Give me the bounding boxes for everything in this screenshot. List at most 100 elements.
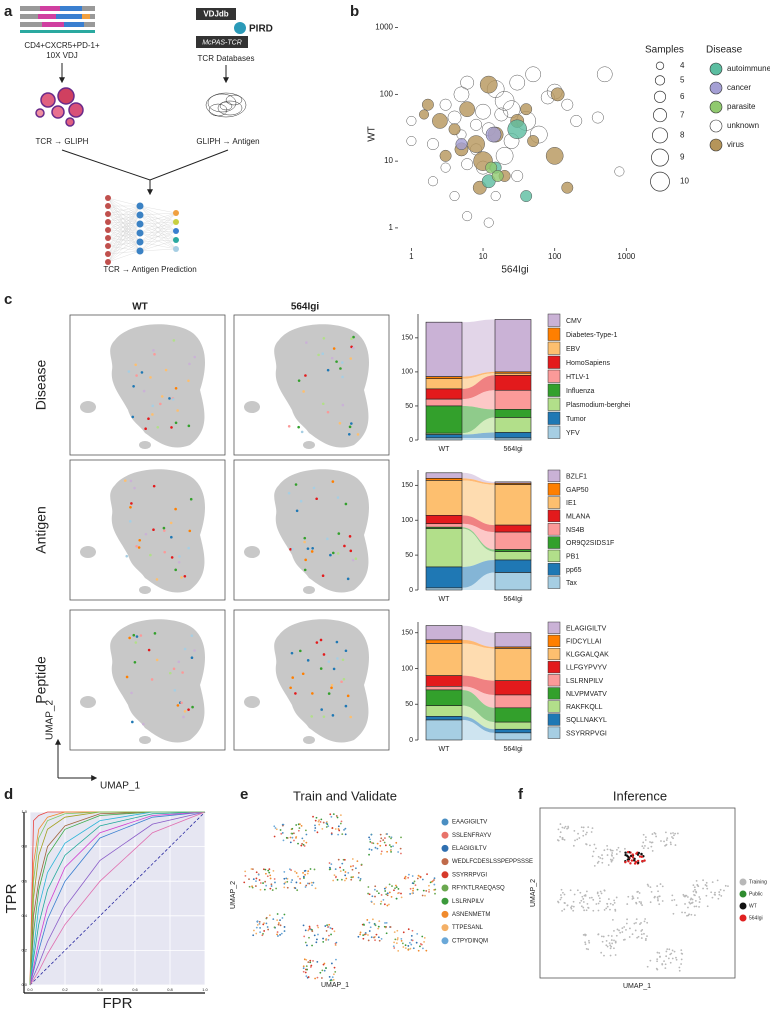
umap-dot	[168, 397, 171, 400]
umap-dot	[591, 855, 594, 858]
umap-dot	[268, 914, 271, 917]
umap-dot	[377, 927, 380, 930]
umap-dot	[302, 967, 305, 969]
umap-dot	[400, 852, 402, 855]
umap-dot	[705, 885, 708, 887]
umap-dot	[349, 865, 352, 868]
step-label: TCR → Antigen Prediction	[103, 265, 196, 274]
x-tick-label: WT	[439, 446, 451, 453]
umap-dot	[600, 935, 603, 938]
umap-dot	[142, 389, 146, 393]
umap-dot	[187, 424, 191, 428]
umap-dot	[330, 683, 334, 687]
umap-dot	[412, 889, 414, 892]
umap-dot	[310, 881, 313, 884]
network-diagram	[105, 195, 179, 265]
umap-dot	[675, 958, 678, 961]
y-tick-label: 0	[409, 737, 413, 744]
umap-dot	[303, 568, 307, 572]
umap-dot	[356, 433, 360, 436]
umap-dot	[132, 633, 136, 637]
umap-dot	[182, 715, 185, 719]
umap-dot	[711, 896, 714, 899]
bar-segment	[425, 689, 463, 706]
umap-dot	[673, 834, 675, 837]
umap-dot	[335, 815, 338, 817]
y-tick-label: 0	[409, 437, 413, 444]
umap-dot	[347, 871, 350, 874]
umap-dot	[572, 900, 575, 903]
legend-swatch	[547, 621, 561, 634]
bubble	[406, 136, 417, 147]
umap-dot	[318, 823, 321, 826]
umap-dot	[273, 835, 276, 838]
umap-dot	[256, 920, 259, 923]
umap-dot	[428, 884, 430, 887]
umap-dot	[580, 826, 583, 829]
umap-dot	[133, 486, 136, 490]
bubble	[525, 66, 541, 83]
node	[105, 203, 111, 209]
legend-label: virus	[727, 140, 744, 149]
db-caption: TCR Databases	[198, 54, 255, 63]
bar-segment	[494, 409, 532, 418]
bar-segment	[494, 372, 532, 376]
node	[105, 243, 111, 249]
size-key	[651, 148, 669, 167]
umap-dot	[135, 635, 139, 638]
umap-dot	[694, 888, 696, 891]
umap-dot	[613, 939, 615, 942]
umap-dot	[276, 933, 278, 936]
bar-segment	[494, 531, 532, 550]
bubble	[447, 110, 462, 125]
umap-dot	[386, 892, 389, 895]
umap-dot	[601, 861, 604, 864]
umap-dot	[423, 941, 425, 943]
y-tick-label: 100	[401, 665, 413, 672]
umap-dot	[699, 898, 702, 900]
db-badge	[196, 36, 248, 48]
umap-dot	[379, 840, 382, 843]
umap-dot	[393, 947, 396, 949]
umap-dot	[626, 903, 629, 905]
umap-dot	[680, 963, 683, 965]
legend-label: unknown	[727, 121, 759, 130]
plot-frame	[539, 807, 736, 979]
umap-dot	[621, 931, 624, 933]
umap-dot	[599, 890, 602, 893]
umap-dot	[294, 887, 297, 890]
umap-dot	[332, 813, 335, 816]
umap-dot	[399, 847, 402, 850]
umap-dot	[295, 881, 298, 884]
umap-dot	[718, 891, 721, 893]
panel-a: CD4+CXCR5+PD-1+ 10X VDJ TCR → GLIPH VDJd…	[20, 6, 273, 274]
bar-segment	[494, 319, 532, 373]
umap-dot	[564, 825, 567, 828]
node	[136, 220, 144, 228]
umap-dot	[585, 909, 588, 912]
legend-swatch	[547, 647, 561, 661]
umap-dot	[636, 859, 640, 863]
umap-dot	[297, 829, 300, 832]
node	[105, 227, 111, 233]
bubble	[596, 66, 613, 83]
umap-dot	[290, 832, 293, 835]
y-tick-label: 0	[409, 587, 413, 594]
bubble	[550, 87, 565, 102]
umap-dot	[369, 838, 371, 841]
umap-dot	[300, 844, 303, 847]
umap-dot	[344, 833, 347, 836]
umap-dot	[559, 835, 562, 838]
legend-swatch	[547, 576, 561, 589]
umap-dot	[585, 831, 588, 834]
umap-dot	[376, 890, 378, 892]
umap-dot	[280, 832, 283, 835]
bar-segment	[494, 707, 532, 723]
umap-dot	[636, 861, 640, 865]
panel-label: e	[240, 786, 248, 803]
umap-dot	[279, 933, 281, 936]
umap-dot	[409, 947, 412, 950]
umap-dot	[294, 692, 297, 695]
umap-dot	[286, 886, 289, 889]
umap-dot	[582, 830, 585, 832]
